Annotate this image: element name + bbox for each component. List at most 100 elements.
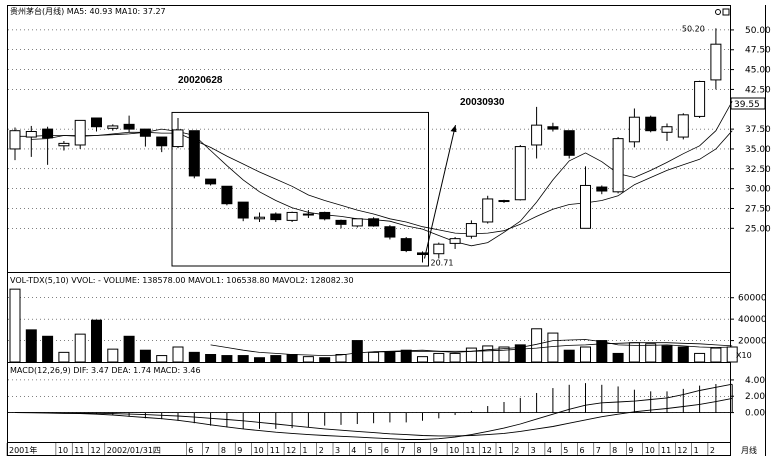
x-tick-label: 12 [286, 446, 296, 455]
candle-body [563, 130, 575, 156]
volume-ticks: 60000 40000 20000 [730, 294, 767, 347]
volume-bar [661, 345, 673, 363]
x-tick-label: 2 [319, 446, 324, 455]
x-tick-label: 2002/01/31四 [107, 446, 161, 455]
candle-body [91, 117, 102, 128]
macd-tick-label: 4.00 [745, 376, 765, 386]
candle-body [596, 186, 608, 192]
volume-bar [139, 349, 151, 363]
x-tick-label: 6 [580, 446, 585, 455]
x-tick-label: 10 [449, 446, 459, 455]
volume-tick-label: 60000 [738, 294, 767, 304]
x-tick-label: 12 [482, 446, 492, 455]
volume-bar [91, 319, 102, 363]
x-tick-label: 1 [498, 446, 503, 455]
x-tick-label: 6 [384, 446, 389, 455]
volume-bar [612, 352, 624, 363]
candle-body [205, 178, 217, 185]
volume-bar [188, 351, 200, 363]
candle-body [172, 129, 184, 148]
volume-bar [694, 352, 706, 363]
volume-bar [156, 355, 168, 363]
candle-body [335, 219, 347, 225]
ma5-line [31, 101, 733, 247]
x-axis-labels: 2001年 10 11 12 2002/01/31四 6 7 8 9 10 11 12 1 2 3 4 5 6 7 8… [6, 443, 715, 456]
price-header: 贵州茅台(月线) MA5: 40.93 MA10: 37.27 [10, 6, 166, 16]
volume-bar [710, 347, 722, 363]
grid [8, 29, 730, 413]
candle-body [433, 243, 445, 255]
candle-body [465, 223, 477, 237]
volume-bar [400, 349, 412, 363]
candle-body [531, 124, 543, 146]
candle-body [710, 43, 722, 81]
candle-body [74, 119, 86, 146]
candle-body [25, 130, 37, 138]
price-tick-label: 47.50 [745, 46, 771, 56]
candle-body [498, 200, 510, 203]
volume-bar [351, 340, 363, 363]
candle-body [221, 185, 233, 205]
x-tick-label: 1 [302, 446, 307, 455]
volume-bar [645, 343, 657, 363]
volume-bar [465, 347, 477, 363]
x-tick-label: 2 [710, 446, 715, 455]
volume-bar [563, 349, 575, 363]
price-tick-label: 42.50 [745, 85, 771, 95]
candle-body [270, 213, 282, 221]
breakout-arrow [424, 125, 456, 259]
volume-bar [335, 354, 347, 363]
volume-bar [237, 355, 249, 363]
volume-header: VOL-TDX(5,10) VVOL: - VOLUME: 138578.00 … [10, 276, 354, 285]
x-tick-label: 5 [368, 446, 373, 455]
low-price-label: 20.71 [431, 258, 454, 267]
x-tick-label: 10 [254, 446, 264, 455]
x-tick-label: 12 [91, 446, 101, 455]
x-tick-label: 5 [563, 446, 568, 455]
candle-body [417, 252, 428, 256]
consolidation-box [171, 111, 457, 267]
candle-body [156, 136, 168, 147]
x-tick-label: 7 [596, 446, 601, 455]
macd-header: MACD(12,26,9) DIF: 3.47 DEA: 1.74 MACD: … [10, 366, 201, 375]
last-price-label: 50.20 [682, 24, 705, 33]
volume-bar [205, 354, 217, 363]
cursor-price-label: 39.55 [734, 100, 760, 110]
candle-body [42, 128, 54, 139]
dif-line [14, 383, 733, 440]
volume-bar [580, 346, 591, 363]
x-tick-label: 6 [188, 446, 193, 455]
volume-bar [368, 351, 380, 363]
volume-bar [123, 335, 135, 363]
candle-body [694, 80, 706, 117]
candle-body [514, 146, 526, 201]
volume-bar [433, 352, 445, 363]
volume-bar [25, 329, 37, 363]
x-tick-label: 10 [58, 446, 68, 455]
x-tick-label: 2001年 [9, 445, 37, 455]
x-tick-label: 11 [661, 446, 671, 455]
candle-body [286, 211, 298, 221]
price-tick-label: 25.00 [745, 224, 771, 234]
period-label: 月线 [741, 445, 757, 455]
candle-body [384, 226, 396, 238]
x-tick-label: 9 [237, 446, 242, 455]
x-tick-label: 12 [677, 446, 687, 455]
price-tick-label: 50.00 [745, 26, 771, 36]
x-tick-label: 4 [547, 446, 552, 455]
volume-bar [384, 351, 396, 363]
volume-bar [596, 340, 608, 363]
candle-body [302, 213, 314, 216]
x-tick-label: 10 [645, 446, 655, 455]
x-tick-label: 7 [205, 446, 210, 455]
x-tick-label: 9 [433, 446, 438, 455]
price-tick-label: 27.50 [745, 204, 771, 214]
volume-bar [677, 346, 689, 363]
price-tick-label: 35.00 [745, 145, 771, 155]
price-ticks: 50.00 47.50 45.00 42.50 37.50 35.00 32.50 30.00… [730, 26, 771, 234]
x-tick-label: 8 [417, 446, 422, 455]
candle-body [449, 238, 461, 244]
volume-bar [254, 357, 265, 363]
volume-bar [9, 288, 21, 363]
